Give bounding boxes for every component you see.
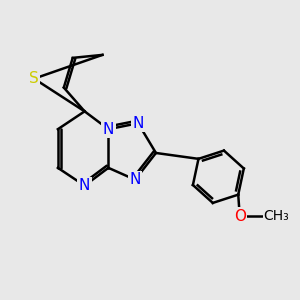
Text: O: O — [234, 208, 246, 224]
Text: N: N — [103, 122, 114, 137]
Text: CH₃: CH₃ — [263, 209, 289, 223]
Text: N: N — [79, 178, 90, 193]
Text: S: S — [29, 71, 39, 86]
Text: N: N — [132, 116, 144, 131]
Text: N: N — [130, 172, 141, 187]
